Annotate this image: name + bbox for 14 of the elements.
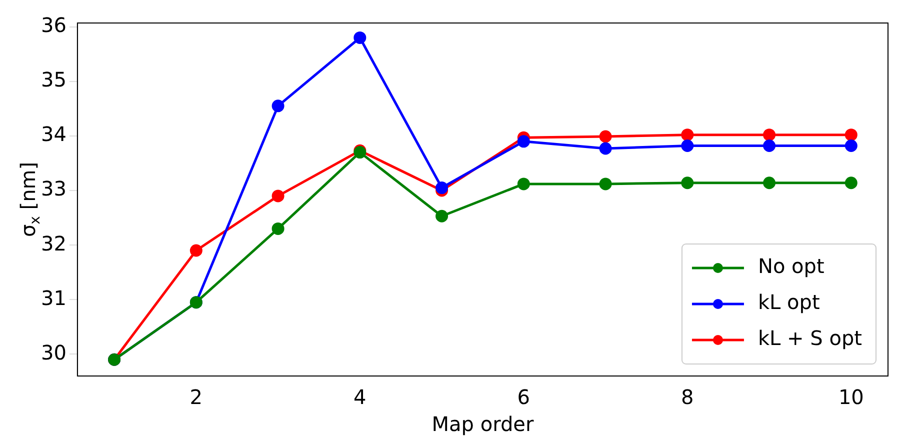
x-axis-title: Map order xyxy=(432,412,534,436)
legend-label: No opt xyxy=(758,254,824,278)
x-tick-label: 6 xyxy=(517,385,530,410)
x-tick-label: 4 xyxy=(354,385,366,410)
y-tick-label: 34 xyxy=(40,122,66,146)
x-tick-label: 2 xyxy=(190,385,203,410)
x-tick-label: 10 xyxy=(838,385,864,410)
y-tick-label: 35 xyxy=(40,68,66,92)
y-tick-label: 31 xyxy=(40,286,66,310)
x-tick-label: 8 xyxy=(681,385,694,410)
y-tick-label: 30 xyxy=(40,340,66,364)
legend-label: kL + S opt xyxy=(758,326,862,350)
y-tick-label: 36 xyxy=(40,13,66,38)
legend-label: kL opt xyxy=(758,290,820,314)
